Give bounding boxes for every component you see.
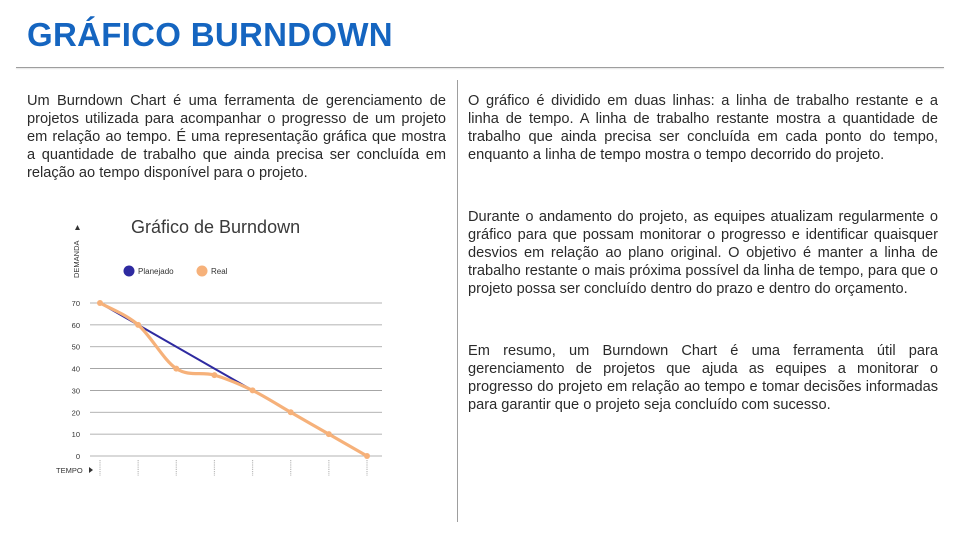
x-axis-label: TEMPO	[56, 466, 83, 475]
burndown-chart: Gráfico de Burndown 0 10 20 30 40 50 60 70 Plan…	[48, 200, 400, 490]
column-divider	[457, 80, 458, 522]
y-axis-label-group: DEMANDA	[72, 240, 81, 278]
y-tick-label-30: 30	[72, 386, 80, 395]
right-paragraph-1: O gráfico é dividido em duas linhas: a l…	[468, 93, 938, 163]
legend-marker-real	[196, 265, 208, 277]
y-tick-label-20: 20	[72, 408, 80, 417]
left-intro-paragraph: Um Burndown Chart é uma ferramenta de ge…	[27, 93, 446, 181]
legend-label-planejado: Planejado	[138, 267, 174, 276]
x-tick-marks	[99, 460, 368, 476]
chart-title: Gráfico de Burndown	[131, 217, 300, 237]
real-point-4	[249, 387, 256, 394]
legend-label-real: Real	[211, 267, 228, 276]
y-axis-arrow-icon	[75, 225, 80, 230]
slide-title: GRÁFICO BURNDOWN	[27, 16, 393, 53]
real-point-1	[135, 321, 142, 328]
chart-legend: Planejado Real	[123, 265, 228, 277]
real-point-5	[287, 409, 294, 416]
real-point-7	[364, 453, 370, 459]
chart-series	[97, 300, 370, 459]
burndown-chart-svg: Gráfico de Burndown 0 10 20 30 40 50 60 70 Plan…	[56, 217, 382, 476]
y-tick-label-70: 70	[72, 299, 80, 308]
y-tick-label-40: 40	[72, 365, 80, 374]
right-paragraph-3: Em resumo, um Burndown Chart é uma ferra…	[468, 343, 938, 413]
real-point-6	[325, 431, 332, 438]
x-axis-arrow-icon	[89, 467, 93, 473]
y-axis-label: DEMANDA	[72, 240, 81, 278]
chart-grid	[90, 302, 382, 457]
real-point-0	[97, 300, 103, 306]
y-tick-label-10: 10	[72, 430, 80, 439]
y-tick-labels: 0 10 20 30 40 50 60 70	[72, 299, 80, 461]
title-underline	[16, 67, 944, 68]
y-tick-label-0: 0	[76, 452, 80, 461]
real-point-3	[211, 372, 218, 379]
series-line-real	[98, 301, 369, 458]
y-tick-label-60: 60	[72, 321, 80, 330]
legend-marker-planejado	[123, 265, 135, 277]
y-tick-label-50: 50	[72, 343, 80, 352]
real-point-2	[173, 365, 180, 372]
right-paragraph-2: Durante o andamento do projeto, as equip…	[468, 209, 938, 297]
